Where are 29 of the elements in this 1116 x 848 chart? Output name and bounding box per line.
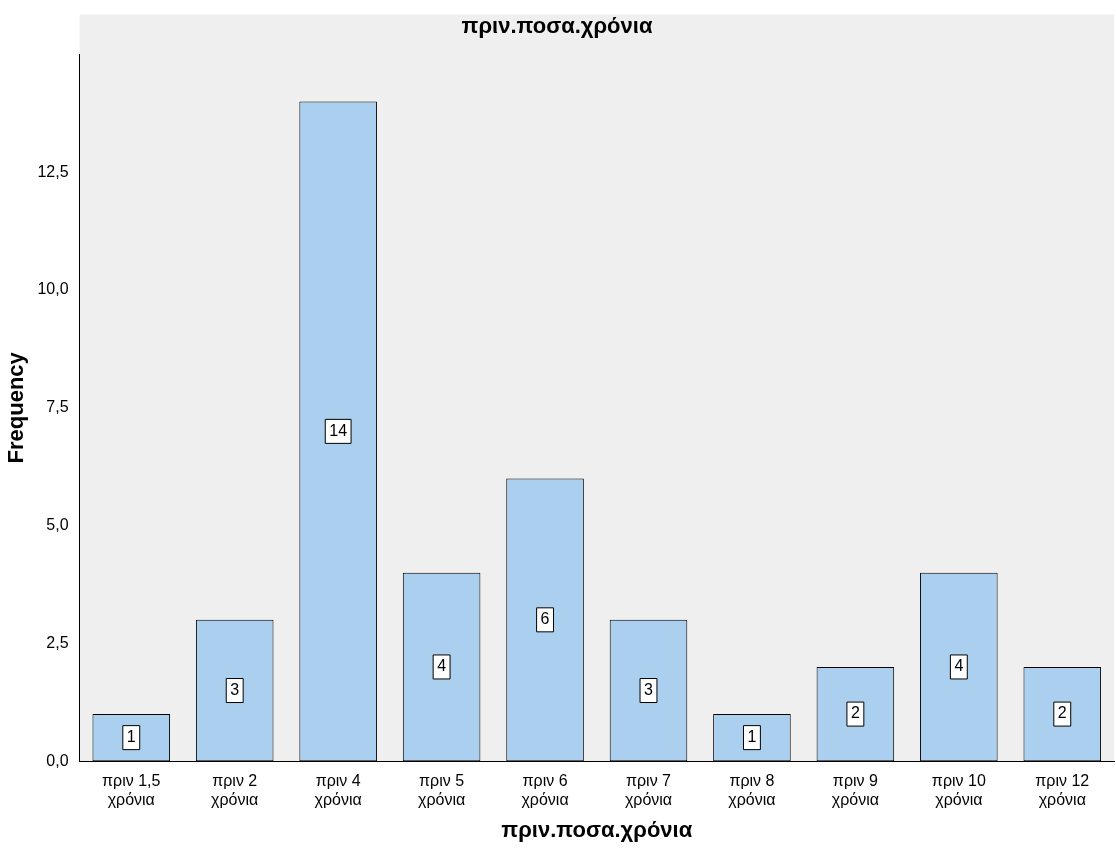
y-axis-title: Frequency: [3, 351, 29, 464]
y-tick-label: 12,5: [37, 162, 69, 180]
x-tick-label: πριν 1,5 χρόνια: [102, 772, 161, 809]
data-label: 4: [954, 657, 964, 675]
data-label: 3: [644, 680, 654, 698]
x-tick-label: πριν 8 χρόνια: [728, 772, 776, 809]
data-label: 6: [540, 610, 550, 628]
y-tick-label: 0,0: [46, 751, 69, 769]
x-tick-label: πριν 4 χρόνια: [314, 772, 362, 809]
data-label: 2: [1057, 704, 1067, 722]
data-label: 14: [329, 421, 348, 439]
data-label: 3: [230, 680, 240, 698]
y-tick-label: 5,0: [46, 516, 69, 534]
y-tick-label: 7,5: [46, 398, 69, 416]
x-tick-label: πριν 10 χρόνια: [931, 772, 986, 809]
data-label: 2: [850, 704, 860, 722]
x-tick-label: πριν 9 χρόνια: [831, 772, 879, 809]
x-tick-label: πριν 7 χρόνια: [624, 772, 673, 809]
y-tick-label: 2,5: [46, 633, 69, 651]
x-tick-label: πριν 12 χρόνια: [1035, 772, 1090, 809]
chart-title: πριν.ποσα.χρόνια: [461, 13, 653, 39]
x-tick-label: πριν 2 χρόνια: [211, 772, 259, 809]
x-tick-label: πριν 5 χρόνια: [418, 772, 466, 809]
data-label: 1: [747, 728, 757, 746]
x-tick-label: πριν 6 χρόνια: [521, 772, 569, 809]
x-axis-title: πριν.ποσα.χρόνια: [501, 816, 693, 842]
data-label: 4: [437, 657, 447, 675]
y-tick-label: 10,0: [37, 280, 69, 298]
data-label: 1: [126, 728, 136, 746]
